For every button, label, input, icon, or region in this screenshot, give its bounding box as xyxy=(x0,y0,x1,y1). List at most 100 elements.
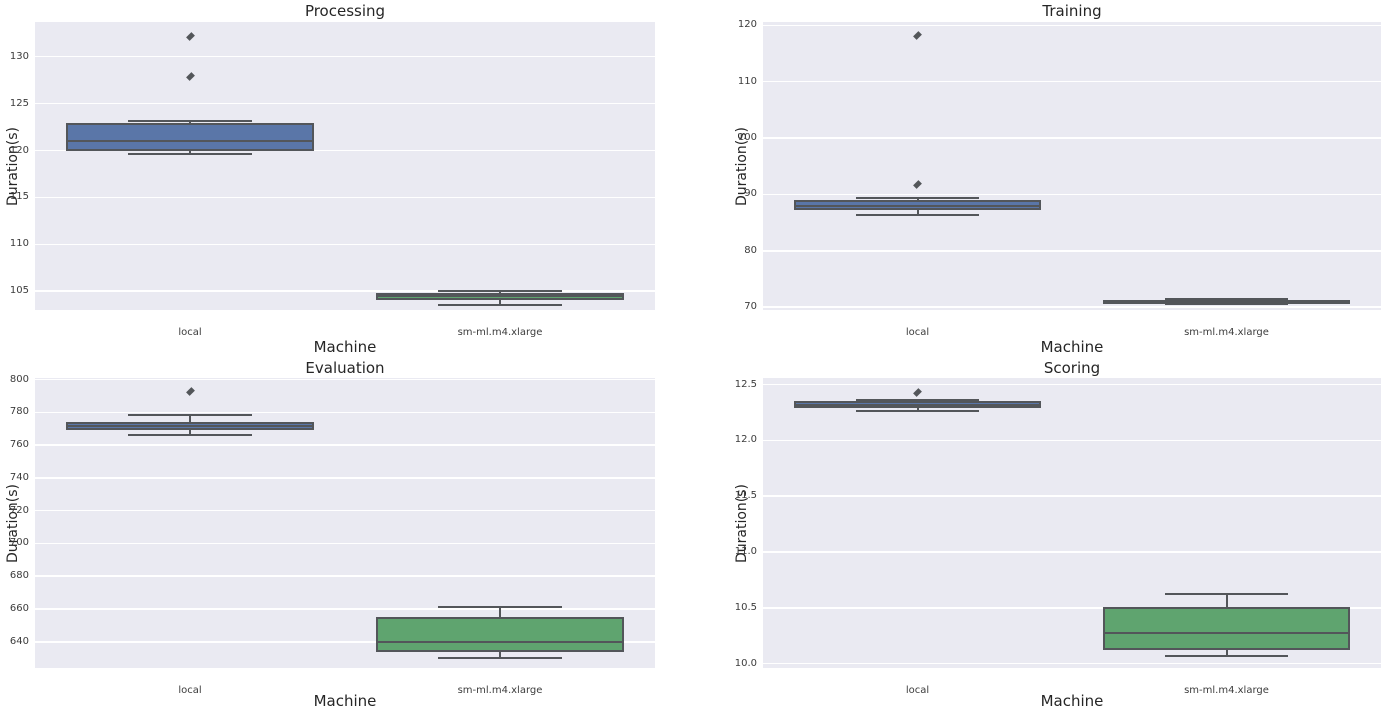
outlier-marker xyxy=(185,71,195,81)
y-axis-label: Duration(s) xyxy=(734,483,750,563)
gridline xyxy=(35,509,655,512)
median-line xyxy=(376,295,624,298)
median-line xyxy=(1102,300,1351,303)
plot-area xyxy=(35,378,655,668)
gridline xyxy=(35,55,655,58)
y-tick-label: 110 xyxy=(737,75,757,87)
y-tick-label: 780 xyxy=(9,406,29,418)
whisker-cap-upper xyxy=(128,413,252,416)
subplot-scoring: Scoring Duration(s) Machine 10.0 10.5 11.0… xyxy=(695,358,1389,715)
y-tick-label: 120 xyxy=(9,144,29,156)
y-tick-label: 11.5 xyxy=(734,490,757,502)
gridline xyxy=(763,80,1381,83)
median-line xyxy=(793,403,1042,406)
subplot-processing: Processing Duration(s) Machine 105 110 115… xyxy=(0,0,695,358)
whisker-upper xyxy=(189,120,191,124)
gridline xyxy=(35,102,655,105)
y-tick-label: 660 xyxy=(9,603,29,615)
y-tick-label: 130 xyxy=(9,50,29,62)
x-tick-label: local xyxy=(178,685,202,696)
gridline xyxy=(35,196,655,199)
chart-title: Training xyxy=(1042,2,1102,20)
subplot-evaluation: Evaluation Duration(s) Machine 640 660 680… xyxy=(0,358,695,715)
gridline xyxy=(35,411,655,414)
gridline xyxy=(35,542,655,545)
whisker-lower xyxy=(1225,650,1228,656)
whisker-cap-upper xyxy=(438,606,562,609)
whisker-lower xyxy=(916,408,919,412)
x-axis-label: Machine xyxy=(1040,692,1104,710)
y-tick-label: 740 xyxy=(9,471,29,483)
gridline xyxy=(763,306,1381,308)
box-sm-ml.m4.xlarge xyxy=(1102,606,1351,651)
whisker-cap-lower xyxy=(438,304,562,307)
gridline xyxy=(35,641,655,643)
gridline xyxy=(763,607,1381,609)
y-tick-label: 105 xyxy=(9,285,29,297)
gridline xyxy=(763,495,1381,497)
gridline xyxy=(763,551,1381,553)
median-line xyxy=(66,425,314,428)
box-sm-ml.m4.xlarge xyxy=(376,617,624,653)
x-tick-label: sm-ml.m4.xlarge xyxy=(1184,327,1269,338)
outlier-marker xyxy=(913,180,922,190)
x-tick-label: local xyxy=(905,327,930,338)
gridline xyxy=(763,383,1381,386)
outlier-marker xyxy=(185,387,195,397)
chart-title: Evaluation xyxy=(305,359,385,377)
whisker-lower xyxy=(189,150,191,155)
whisker-cap-upper xyxy=(855,399,980,402)
x-tick-label: sm-ml.m4.xlarge xyxy=(457,327,543,338)
gridline xyxy=(35,444,655,446)
whisker-cap-upper xyxy=(1164,593,1289,596)
y-tick-label: 110 xyxy=(9,238,29,250)
y-tick-label: 90 xyxy=(744,188,757,200)
outlier-marker xyxy=(185,31,195,41)
x-axis-label: Machine xyxy=(313,338,377,356)
whisker-lower xyxy=(916,210,919,215)
gridline xyxy=(35,290,655,292)
y-tick-label: 12.5 xyxy=(734,378,757,390)
subplot-training: Training Duration(s) Machine 70 80 90 100 11… xyxy=(695,0,1389,358)
gridline xyxy=(763,250,1381,252)
outlier-marker xyxy=(913,388,922,397)
x-tick-label: sm-ml.m4.xlarge xyxy=(1184,685,1269,696)
box-local xyxy=(793,200,1042,211)
y-axis-label: Duration(s) xyxy=(5,126,21,206)
gridline xyxy=(35,608,655,610)
y-tick-label: 10.5 xyxy=(734,601,757,613)
x-tick-label: local xyxy=(905,685,930,696)
y-tick-label: 120 xyxy=(737,19,757,31)
y-tick-label: 760 xyxy=(9,439,29,451)
whisker-cap-lower xyxy=(1164,654,1289,657)
y-tick-label: 700 xyxy=(9,537,29,549)
x-axis-label: Machine xyxy=(313,692,377,710)
y-tick-label: 100 xyxy=(737,132,757,144)
whisker-cap-upper xyxy=(1164,298,1289,300)
y-tick-label: 80 xyxy=(744,244,757,256)
y-tick-label: 115 xyxy=(9,191,29,203)
gridline xyxy=(35,149,655,152)
y-tick-label: 800 xyxy=(9,373,29,385)
y-tick-label: 12.0 xyxy=(734,434,757,446)
plot-area xyxy=(763,378,1381,668)
y-tick-label: 125 xyxy=(9,97,29,109)
median-line xyxy=(1102,632,1351,635)
y-tick-label: 680 xyxy=(9,570,29,582)
gridline xyxy=(763,439,1381,442)
whisker-cap-upper xyxy=(855,197,980,200)
gridline xyxy=(763,193,1381,196)
x-tick-label: local xyxy=(178,327,202,338)
gridline xyxy=(35,243,655,246)
gridline xyxy=(35,575,655,577)
whisker-cap-lower xyxy=(855,213,980,216)
chart-title: Processing xyxy=(304,2,386,20)
whisker-upper xyxy=(499,607,501,618)
y-axis-label: Duration(s) xyxy=(5,483,21,563)
whisker-cap-lower xyxy=(128,153,252,156)
y-tick-label: 10.0 xyxy=(734,657,757,669)
whisker-cap-lower xyxy=(128,434,252,437)
y-tick-label: 720 xyxy=(9,504,29,516)
gridline xyxy=(763,137,1381,139)
median-line xyxy=(793,205,1042,208)
